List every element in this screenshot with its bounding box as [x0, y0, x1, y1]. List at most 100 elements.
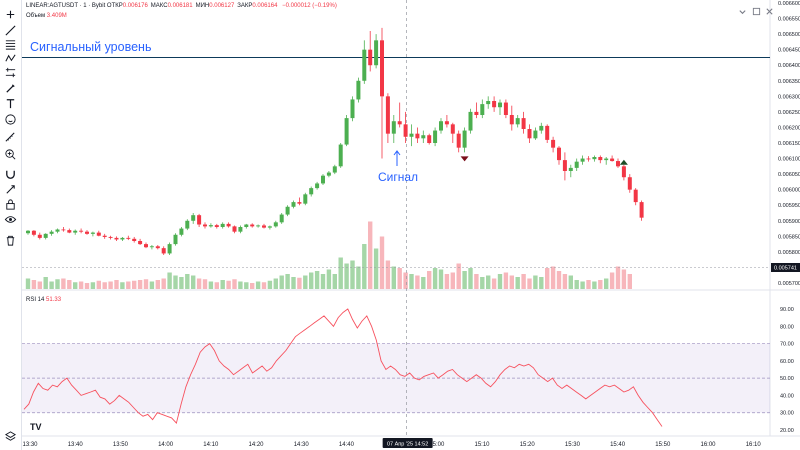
brush-icon[interactable] — [3, 82, 18, 95]
projection-icon[interactable] — [3, 66, 18, 79]
candle-body — [102, 235, 107, 237]
layers-icon[interactable] — [3, 430, 18, 443]
candle-body — [285, 206, 290, 215]
cursor-icon[interactable] — [3, 8, 18, 21]
candle-body — [350, 99, 355, 119]
text-icon[interactable] — [3, 97, 18, 110]
symbol-legend: LINEAR:AGTUSDT · 1 · Bybit ОТКР0.006176 М… — [26, 3, 337, 9]
crosshair-time-label: 07 Апр '25 14:52 — [387, 442, 428, 448]
time-tick-label: 16:00 — [700, 442, 716, 448]
candle-body — [362, 49, 367, 81]
emoji-icon[interactable] — [3, 113, 18, 126]
volume-bar — [480, 277, 485, 289]
ohlc-label: ОТКР — [106, 3, 123, 9]
volume-bar — [196, 278, 202, 289]
chevron-down-icon[interactable] — [738, 3, 747, 15]
ohlc-value: 0.006181 — [167, 3, 193, 9]
volume-bar — [143, 279, 149, 289]
volume-bar — [120, 282, 125, 289]
candle-body — [545, 125, 550, 140]
crosshair-time-box — [382, 438, 433, 448]
volume-bar — [155, 280, 160, 289]
last-price-box — [771, 263, 800, 272]
candle-body — [415, 133, 420, 139]
candle-body — [509, 115, 514, 125]
price-tick-label: 0.005700 — [778, 281, 800, 287]
volume-bar — [179, 277, 184, 289]
trash-icon[interactable] — [3, 234, 18, 247]
candle-body — [132, 238, 137, 241]
candle-body — [380, 40, 384, 97]
volume-bar — [539, 277, 544, 289]
candle-body — [179, 228, 184, 235]
candle-body — [574, 161, 579, 168]
candle-body — [155, 246, 160, 249]
close-icon[interactable] — [765, 3, 774, 15]
volume-bar — [409, 274, 414, 289]
time-tick-label: 13:50 — [113, 442, 129, 448]
volume-bar — [273, 278, 278, 289]
candle-body — [173, 234, 178, 245]
volume-bar — [527, 278, 532, 289]
ruler-icon[interactable] — [3, 131, 18, 144]
lock-icon[interactable] — [3, 198, 18, 211]
magnet-icon[interactable] — [3, 168, 18, 181]
candle-body — [67, 230, 72, 233]
candle-body — [250, 224, 255, 227]
volume-bar — [96, 280, 101, 289]
rsi-label: RSI 14 — [26, 297, 45, 303]
candle-body — [161, 248, 166, 254]
candle-body — [79, 230, 84, 232]
symbol-title[interactable]: LINEAR:AGTUSDT · 1 · Bybit — [26, 3, 106, 9]
time-tick-label: 15:10 — [474, 442, 490, 448]
time-tick-label: 14:30 — [294, 442, 310, 448]
volume-bar — [421, 277, 426, 289]
candle-body — [409, 133, 414, 137]
candle-body — [191, 215, 196, 221]
rsi-tick-label: 70.00 — [780, 342, 794, 348]
zoom-in-icon[interactable] — [3, 148, 18, 161]
trend-line-icon[interactable] — [3, 24, 18, 37]
candle-body — [303, 194, 308, 204]
volume-bar — [427, 271, 432, 289]
volume-bar — [267, 280, 273, 289]
price-tick-label: 0.006150 — [778, 141, 800, 147]
price-tick-label: 0.006400 — [778, 63, 800, 69]
volume-bar — [61, 278, 66, 289]
ohlc-value: 0.006176 — [122, 3, 148, 9]
candle-body — [203, 224, 207, 227]
rsi-value: 51.33 — [46, 297, 62, 303]
pattern-icon[interactable] — [3, 52, 18, 65]
candle-body — [90, 232, 95, 234]
candle-body — [586, 158, 591, 160]
candle-body — [267, 226, 272, 228]
fib-icon[interactable] — [3, 38, 18, 51]
maximize-icon[interactable] — [752, 3, 761, 16]
signal-annotation: Сигнал — [378, 170, 418, 184]
volume-bar — [108, 281, 113, 289]
volume-bar — [592, 281, 597, 289]
volume-bar — [126, 281, 131, 289]
candle-body — [616, 161, 620, 167]
candle-body — [610, 158, 615, 162]
volume-bar — [450, 272, 455, 289]
time-tick-label: 14:10 — [203, 442, 219, 448]
eye-icon[interactable] — [3, 213, 18, 226]
volume-bar — [55, 279, 60, 289]
candle-body — [273, 222, 278, 227]
lock-drawings-icon[interactable] — [3, 183, 18, 196]
candle-body — [238, 227, 243, 232]
volume-bar — [43, 277, 48, 289]
ohlc-label: МИН — [195, 3, 210, 9]
candle-body — [73, 230, 78, 233]
volume-bar — [208, 281, 214, 289]
volume-bar — [220, 280, 225, 289]
rsi-legend: RSI 14 51.33 — [26, 297, 61, 303]
ohlc-value: 0.006164 — [252, 3, 278, 9]
volume-bar — [468, 268, 473, 289]
candle-body — [96, 232, 101, 236]
candle-body — [598, 157, 603, 161]
candle-body — [498, 102, 502, 108]
last-price-label: 0.005741 — [774, 266, 797, 272]
